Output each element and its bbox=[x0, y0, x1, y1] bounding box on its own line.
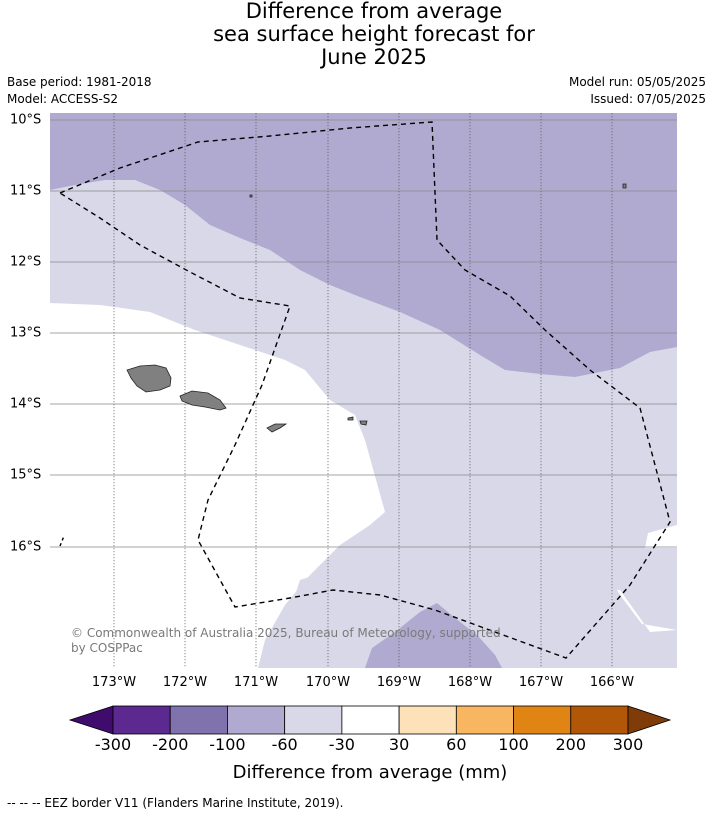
lon-label-167w: 167°W bbox=[518, 675, 564, 690]
contour-band-dark bbox=[50, 113, 677, 377]
contour-band-light-south bbox=[258, 445, 677, 668]
map-panel bbox=[50, 113, 677, 668]
lat-label-14s: 14°S bbox=[10, 396, 42, 412]
title-line-1: Difference from average bbox=[245, 0, 503, 23]
colorbar-tick-label: 100 bbox=[498, 735, 529, 754]
lat-label-16s: 16°S bbox=[10, 539, 42, 555]
colorbar-segment bbox=[112, 705, 171, 735]
colorbar-tick-label: 300 bbox=[612, 735, 644, 754]
colorbar-segment bbox=[570, 705, 629, 735]
lat-label-11s: 11°S bbox=[10, 183, 42, 199]
colorbar-tick-label: -60 bbox=[271, 735, 298, 754]
island-savaii bbox=[126, 364, 172, 393]
island-north-east bbox=[622, 183, 627, 189]
eez-legend: -- -- -- EEZ border V11 (Flanders Marine… bbox=[7, 796, 344, 810]
lon-label-172w: 172°W bbox=[162, 675, 208, 690]
colorbar-tick-label: -200 bbox=[152, 735, 189, 754]
island-tau bbox=[359, 420, 368, 426]
colorbar-segment bbox=[455, 705, 514, 735]
contour-band-dark-south bbox=[365, 603, 502, 668]
lon-label-168w: 168°W bbox=[447, 675, 493, 690]
eez-border-fragment bbox=[59, 535, 65, 547]
copyright-line-1: © Commonwealth of Australia 2025, Bureau… bbox=[71, 626, 501, 640]
land-masses bbox=[126, 183, 627, 433]
island-ofu bbox=[347, 416, 354, 421]
colorbar-segments bbox=[68, 705, 672, 735]
colorbar-segment bbox=[341, 705, 400, 735]
colorbar-tick-label: -300 bbox=[94, 735, 132, 754]
island-swains bbox=[249, 194, 253, 198]
eez-border bbox=[58, 121, 671, 659]
map-title: Difference from average sea surface heig… bbox=[0, 0, 713, 69]
colorbar-segment bbox=[227, 705, 286, 735]
colorbar-tick-label: 60 bbox=[446, 735, 467, 754]
lon-label-169w: 169°W bbox=[376, 675, 422, 690]
colorbar-segment bbox=[169, 705, 228, 735]
title-line-2: sea surface height forecast for bbox=[213, 22, 535, 46]
lat-label-13s: 13°S bbox=[10, 325, 42, 341]
issued-date: Issued: 07/05/2025 bbox=[590, 92, 706, 106]
island-upolu bbox=[179, 390, 227, 411]
gridlines bbox=[50, 113, 677, 668]
colorbar-segment bbox=[398, 705, 457, 735]
meta-left: Base period: 1981-2018 Model: ACCESS-S2 bbox=[7, 74, 152, 108]
lat-label-15s: 15°S bbox=[10, 467, 42, 483]
colorbar-tick-label: -30 bbox=[328, 735, 355, 754]
colorbar-extend-low bbox=[68, 705, 114, 735]
lat-label-12s: 12°S bbox=[10, 254, 42, 270]
colorbar-tick-label: 30 bbox=[388, 735, 410, 754]
lon-label-166w: 166°W bbox=[589, 675, 635, 690]
title-line-3: June 2025 bbox=[321, 45, 427, 69]
lat-label-10s: 10°S bbox=[10, 112, 42, 128]
colorbar bbox=[68, 705, 672, 735]
island-tutuila bbox=[266, 423, 288, 433]
model-name: Model: ACCESS-S2 bbox=[7, 92, 119, 106]
colorbar-tick-label: 200 bbox=[555, 735, 587, 754]
meta-right: Model run: 05/05/2025 Issued: 07/05/2025 bbox=[569, 74, 706, 108]
colorbar-segment bbox=[284, 705, 343, 735]
colorbar-extend-high bbox=[627, 705, 672, 735]
lon-label-170w: 170°W bbox=[305, 675, 351, 690]
copyright-notice: © Commonwealth of Australia 2025, Bureau… bbox=[71, 626, 501, 656]
copyright-line-2: by COSPPac bbox=[71, 641, 143, 655]
colorbar-tick-label: -100 bbox=[209, 735, 246, 754]
base-period: Base period: 1981-2018 bbox=[7, 75, 152, 89]
colorbar-axis-title: Difference from average (mm) bbox=[232, 762, 508, 783]
lon-label-173w: 173°W bbox=[91, 675, 137, 690]
lon-label-171w: 171°W bbox=[233, 675, 279, 690]
colorbar-segment bbox=[513, 705, 572, 735]
model-run: Model run: 05/05/2025 bbox=[568, 75, 706, 89]
